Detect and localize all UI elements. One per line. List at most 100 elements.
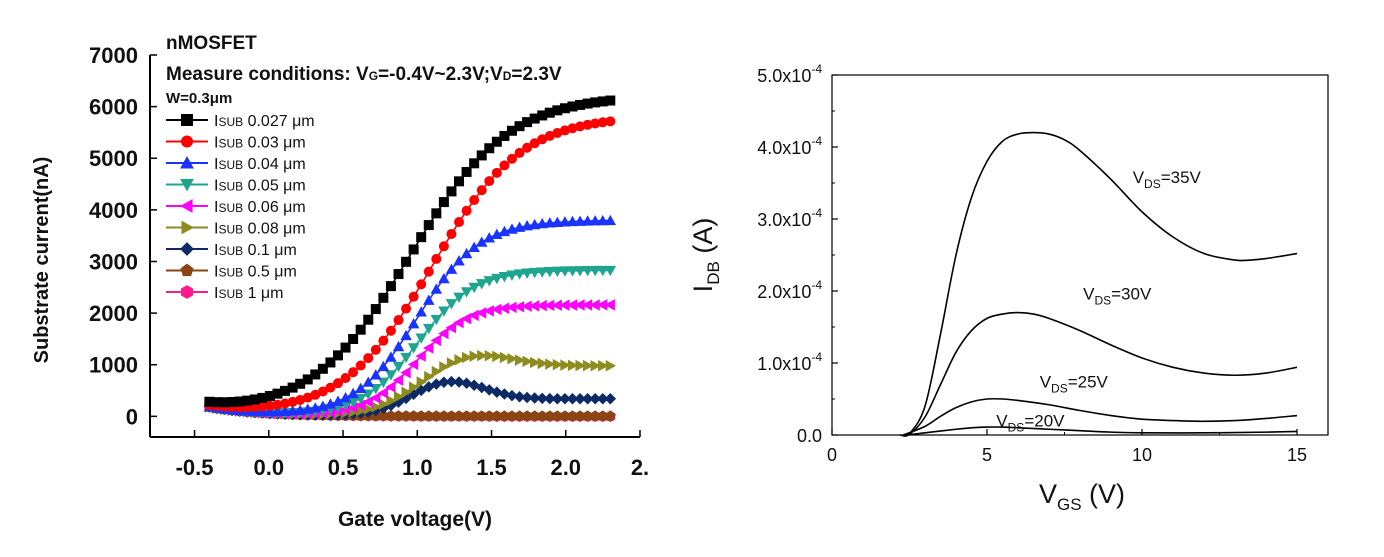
right-y-tick-label: 3.0x10-4 xyxy=(757,206,822,230)
left-legend-marker xyxy=(181,135,193,148)
legend-sub: SUB xyxy=(218,137,243,151)
left-data-point xyxy=(575,359,586,372)
left-data-point xyxy=(559,216,571,227)
left-y-tick-label: 1000 xyxy=(89,353,138,378)
left-data-point xyxy=(348,334,359,345)
left-data-point xyxy=(484,349,496,362)
left-data-point xyxy=(514,147,525,158)
left-data-point xyxy=(445,375,458,388)
left-y-axis-label: Substrate current(nA) xyxy=(31,157,53,364)
right-y-tick-label: 4.0x10-4 xyxy=(757,134,822,158)
left-data-point xyxy=(460,287,473,298)
left-data-point xyxy=(483,410,495,421)
left-data-point xyxy=(438,410,450,421)
legend-sub: SUB xyxy=(218,223,243,237)
series-label-value: =30V xyxy=(1111,285,1152,304)
left-data-point xyxy=(521,268,533,279)
left-data-point xyxy=(416,376,427,388)
left-data-point xyxy=(280,398,291,409)
left-data-point xyxy=(559,392,571,405)
left-data-point xyxy=(354,382,367,393)
legend-sub: SUB xyxy=(218,201,243,215)
left-legend-entry: ISUB 0.03 μm xyxy=(166,135,306,152)
left-data-point xyxy=(596,299,608,311)
left-data-point xyxy=(445,321,457,334)
left-legend-marker xyxy=(180,178,194,192)
left-data-point xyxy=(492,350,503,363)
left-data-point xyxy=(431,208,442,219)
left-data-point xyxy=(211,397,222,408)
left-data-point xyxy=(590,118,601,129)
left-data-point xyxy=(295,378,306,389)
left-data-point xyxy=(332,395,344,406)
left-y-tick-label: 7000 xyxy=(89,43,138,68)
left-data-point xyxy=(249,401,260,412)
left-data-point xyxy=(522,117,533,128)
right-series-label: VDS=35V xyxy=(1133,168,1202,191)
left-data-point xyxy=(415,333,427,344)
left-data-point xyxy=(408,410,420,421)
left-data-point xyxy=(597,96,608,107)
left-data-point xyxy=(431,253,442,264)
left-data-point xyxy=(340,373,351,384)
left-data-point xyxy=(544,392,556,405)
legend-prefix: I xyxy=(214,178,218,195)
left-data-point xyxy=(597,117,608,128)
right-x-tick-label: 10 xyxy=(1132,445,1152,465)
left-x-tick-label: 1.5 xyxy=(476,455,507,480)
left-data-point xyxy=(407,318,420,329)
left-data-point xyxy=(430,334,441,347)
left-data-point xyxy=(598,359,609,372)
left-data-point xyxy=(484,143,495,154)
left-data-point xyxy=(581,215,594,226)
left-data-point xyxy=(347,387,359,399)
left-data-point xyxy=(583,359,594,372)
left-data-point xyxy=(567,410,578,421)
left-data-point xyxy=(407,358,419,371)
left-data-point xyxy=(392,361,405,373)
left-legend-label: ISUB 0.03 μm xyxy=(214,135,306,152)
left-data-point xyxy=(302,392,313,403)
left-data-point xyxy=(400,410,412,421)
left-data-point xyxy=(529,410,541,421)
right-y-label-sub: DB xyxy=(704,261,723,285)
left-data-point xyxy=(377,410,389,421)
left-data-point xyxy=(590,359,601,372)
left-y-tick-label: 0 xyxy=(126,404,138,429)
left-data-point xyxy=(559,103,570,114)
left-data-point xyxy=(385,370,397,381)
legend-sub: SUB xyxy=(218,180,243,194)
left-data-point xyxy=(605,95,616,106)
left-data-point xyxy=(362,396,373,408)
left-chart-substrate-current: 0 1000 2000 3000 4000 5000 6000 7000 -0.5 0.0 0.5 1… xyxy=(31,33,649,531)
right-series-label: VDS=30V xyxy=(1083,285,1152,308)
left-x-tick-label: -0.5 xyxy=(176,455,214,480)
left-data-point xyxy=(445,299,458,310)
series-label-sub: DS xyxy=(1144,177,1161,191)
left-series-0-027-m xyxy=(204,95,616,408)
tick-mantissa: 5.0x10 xyxy=(757,66,811,86)
left-data-point xyxy=(445,263,458,274)
left-data-point xyxy=(589,215,601,226)
left-data-point xyxy=(438,376,450,389)
left-data-point xyxy=(393,391,405,403)
left-data-point xyxy=(469,195,480,206)
left-data-point xyxy=(438,197,449,208)
series-label-main: V xyxy=(996,412,1008,431)
left-data-point xyxy=(431,365,443,378)
left-data-point xyxy=(416,232,427,243)
legend-sub: SUB xyxy=(218,158,243,172)
left-data-point xyxy=(537,357,548,370)
left-data-point xyxy=(363,353,374,364)
right-y-tick-label: 5.0x10-4 xyxy=(757,62,822,86)
left-y-tick-label: 5000 xyxy=(89,146,138,171)
left-data-point xyxy=(521,391,533,404)
left-legend-entry: ISUB 0.027 μm xyxy=(166,113,315,130)
left-data-point xyxy=(589,410,601,421)
left-data-point xyxy=(438,306,450,317)
left-data-point xyxy=(264,390,275,401)
right-x-tick-label: 15 xyxy=(1287,445,1307,465)
left-data-point xyxy=(507,352,518,365)
